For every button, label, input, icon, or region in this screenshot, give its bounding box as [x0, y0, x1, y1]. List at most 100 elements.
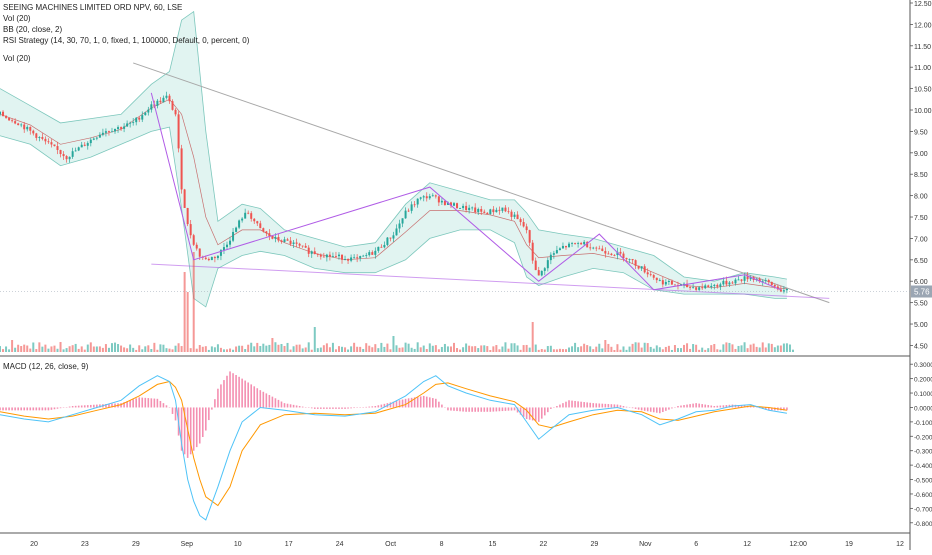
macd-histogram-bar — [57, 407, 59, 408]
zigzag-line — [151, 93, 781, 290]
macd-histogram-bar — [223, 380, 225, 407]
volume-bar — [547, 346, 549, 352]
macd-histogram-bar — [232, 373, 234, 407]
candle-body — [544, 268, 546, 271]
candle-body — [501, 208, 503, 211]
volume-bar — [211, 346, 213, 352]
macd-histogram-bar — [450, 407, 452, 410]
volume-bar — [592, 349, 594, 352]
macd-histogram-bar — [87, 405, 89, 407]
macd-histogram-bar — [502, 407, 504, 411]
candle-body — [311, 251, 313, 254]
candle-body — [417, 199, 419, 205]
volume-bar — [193, 252, 195, 352]
macd-histogram-bar — [281, 402, 283, 408]
candle-body — [574, 243, 576, 244]
rsi-legend[interactable]: RSI Strategy (14, 30, 70, 1, 0, fixed, 1… — [3, 35, 249, 46]
volume-bar — [405, 343, 407, 352]
bb-legend[interactable]: BB (20, close, 2) — [3, 24, 62, 35]
candle-body — [607, 254, 609, 255]
macd-histogram-bar — [60, 407, 62, 408]
macd-histogram-bar — [686, 405, 688, 408]
price-axis-label: 10.50 — [914, 87, 932, 94]
candle-body — [41, 137, 43, 139]
candle-body — [438, 196, 440, 202]
candle-body — [471, 207, 473, 208]
volume-bar — [595, 347, 597, 352]
macd-histogram-bar — [175, 407, 177, 420]
volume-bar — [117, 344, 119, 352]
volume-bar — [153, 343, 155, 352]
candle-body — [84, 145, 86, 146]
candle-body — [72, 151, 74, 157]
candle-body — [23, 125, 25, 130]
volume-bar — [707, 348, 709, 352]
candle-body — [647, 272, 649, 274]
vol-top-legend[interactable]: Vol (20) — [3, 13, 31, 24]
macd-histogram-bar — [332, 407, 334, 408]
volume-bar — [701, 348, 703, 352]
macd-legend[interactable]: MACD (12, 26, close, 9) — [3, 361, 88, 372]
macd-histogram-bar — [36, 407, 38, 410]
vol-legend[interactable]: Vol (20) — [3, 53, 31, 64]
volume-bar — [665, 347, 667, 352]
candle-body — [50, 142, 52, 144]
macd-line — [0, 376, 787, 520]
candle-body — [26, 127, 28, 129]
candle-body — [399, 224, 401, 229]
macd-histogram-bar — [396, 401, 398, 407]
volume-bar — [329, 347, 331, 352]
volume-bar — [716, 349, 718, 352]
macd-histogram-bar — [435, 399, 437, 408]
candle-body — [613, 255, 615, 256]
candle-body — [731, 283, 733, 284]
candle-body — [504, 208, 506, 212]
candle-body — [211, 257, 213, 260]
candle-body — [402, 218, 404, 223]
macd-histogram-bar — [426, 397, 428, 408]
macd-histogram-bar — [132, 399, 134, 407]
volume-bar — [653, 349, 655, 352]
volume-bar — [429, 343, 431, 352]
macd-axis-label: -0.3000 — [914, 449, 932, 456]
candle-body — [365, 255, 367, 256]
volume-bar — [235, 346, 237, 352]
volume-bar — [577, 347, 579, 352]
volume-bar — [208, 350, 210, 352]
volume-bar — [202, 347, 204, 352]
volume-bar — [541, 349, 543, 352]
macd-histogram-bar — [157, 399, 159, 408]
candle-body — [190, 224, 192, 235]
volume-bar — [559, 349, 561, 352]
macd-histogram-bar — [471, 407, 473, 411]
macd-axis-label: -0.2000 — [914, 434, 932, 441]
candle-body — [520, 219, 522, 222]
volume-bar — [66, 348, 68, 352]
volume-bar — [495, 345, 497, 352]
volume-bar — [156, 350, 158, 352]
candle-body — [629, 259, 631, 260]
macd-histogram-bar — [717, 406, 719, 408]
candle-body — [256, 221, 258, 223]
candle-body — [429, 196, 431, 198]
macd-histogram-bar — [465, 407, 467, 411]
volume-bar — [268, 345, 270, 352]
candle-body — [8, 118, 10, 120]
candle-body — [441, 201, 443, 203]
volume-bar — [311, 350, 313, 352]
candle-body — [538, 270, 540, 275]
volume-bar — [750, 345, 752, 352]
volume-bar — [338, 346, 340, 352]
candle-body — [644, 266, 646, 272]
volume-bar — [69, 346, 71, 352]
volume-bar — [147, 345, 149, 352]
candle-body — [277, 237, 279, 240]
candle-body — [671, 281, 673, 284]
macd-histogram-bar — [608, 404, 610, 407]
volume-bar — [108, 348, 110, 352]
volume-bar — [753, 344, 755, 352]
macd-histogram-bar — [707, 405, 709, 407]
macd-axis-label: 0.2000 — [914, 377, 932, 384]
